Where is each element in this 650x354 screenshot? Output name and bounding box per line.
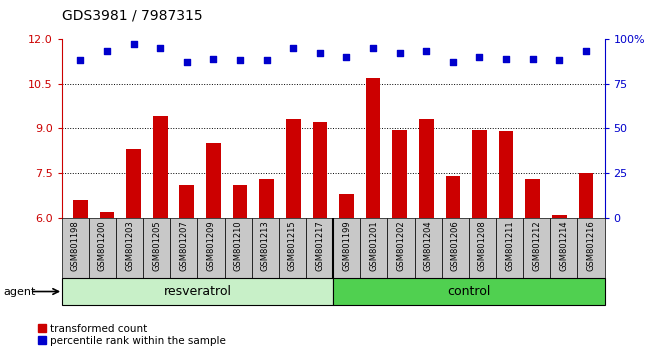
Point bbox=[368, 45, 378, 51]
Bar bbox=[445, 176, 460, 218]
Bar bbox=[89, 218, 116, 278]
Point bbox=[554, 58, 564, 63]
Text: GSM801217: GSM801217 bbox=[315, 221, 324, 272]
Text: GSM801201: GSM801201 bbox=[369, 221, 378, 272]
Bar bbox=[62, 278, 333, 305]
Bar bbox=[496, 218, 523, 278]
Point bbox=[75, 58, 86, 63]
Legend: transformed count, percentile rank within the sample: transformed count, percentile rank withi… bbox=[38, 324, 226, 346]
Point bbox=[315, 50, 325, 56]
Bar bbox=[415, 218, 442, 278]
Bar bbox=[419, 119, 434, 218]
Text: GSM801198: GSM801198 bbox=[71, 221, 80, 272]
Text: GSM801210: GSM801210 bbox=[233, 221, 242, 272]
Text: GSM801200: GSM801200 bbox=[98, 221, 107, 272]
Point bbox=[527, 56, 538, 62]
Bar bbox=[233, 185, 247, 218]
Bar bbox=[206, 143, 221, 218]
Text: GSM801209: GSM801209 bbox=[207, 221, 216, 272]
Bar bbox=[523, 218, 551, 278]
Point bbox=[580, 48, 591, 54]
Bar bbox=[179, 185, 194, 218]
Text: GSM801214: GSM801214 bbox=[559, 221, 568, 272]
Bar bbox=[333, 278, 604, 305]
Point bbox=[129, 41, 139, 47]
Point bbox=[235, 58, 245, 63]
Bar bbox=[339, 194, 354, 218]
Point bbox=[395, 50, 405, 56]
Point bbox=[261, 58, 272, 63]
Bar bbox=[387, 218, 415, 278]
Text: GSM801205: GSM801205 bbox=[152, 221, 161, 272]
Bar bbox=[143, 218, 170, 278]
Bar bbox=[116, 218, 143, 278]
Point bbox=[102, 48, 112, 54]
Text: control: control bbox=[447, 285, 491, 298]
Bar bbox=[198, 218, 225, 278]
Bar bbox=[252, 218, 279, 278]
Bar bbox=[499, 131, 514, 218]
Text: GSM801208: GSM801208 bbox=[478, 221, 487, 272]
Text: GSM801203: GSM801203 bbox=[125, 221, 134, 272]
Bar bbox=[551, 218, 577, 278]
Bar bbox=[366, 78, 380, 218]
Point bbox=[288, 45, 298, 51]
Point bbox=[501, 56, 512, 62]
Bar bbox=[577, 218, 605, 278]
Point bbox=[474, 54, 485, 59]
Text: GSM801202: GSM801202 bbox=[396, 221, 406, 272]
Text: GSM801213: GSM801213 bbox=[261, 221, 270, 272]
Bar bbox=[442, 218, 469, 278]
Bar bbox=[153, 116, 168, 218]
Bar bbox=[525, 179, 540, 218]
Bar bbox=[472, 130, 487, 218]
Bar bbox=[333, 218, 360, 278]
Bar bbox=[259, 179, 274, 218]
Bar bbox=[393, 130, 407, 218]
Point bbox=[341, 54, 352, 59]
Bar bbox=[225, 218, 252, 278]
Bar bbox=[552, 215, 567, 218]
Bar bbox=[306, 218, 333, 278]
Text: agent: agent bbox=[3, 287, 36, 297]
Text: GSM801204: GSM801204 bbox=[424, 221, 433, 272]
Bar bbox=[313, 122, 327, 218]
Bar bbox=[279, 218, 306, 278]
Bar bbox=[126, 149, 141, 218]
Point bbox=[208, 56, 218, 62]
Bar bbox=[62, 218, 89, 278]
Text: GDS3981 / 7987315: GDS3981 / 7987315 bbox=[62, 9, 202, 23]
Bar bbox=[469, 218, 496, 278]
Point bbox=[155, 45, 165, 51]
Point bbox=[448, 59, 458, 65]
Point bbox=[421, 48, 432, 54]
Text: GSM801206: GSM801206 bbox=[450, 221, 460, 272]
Text: resveratrol: resveratrol bbox=[163, 285, 231, 298]
Text: GSM801199: GSM801199 bbox=[342, 221, 351, 272]
Bar bbox=[286, 119, 300, 218]
Bar bbox=[360, 218, 387, 278]
Text: GSM801207: GSM801207 bbox=[179, 221, 188, 272]
Point bbox=[181, 59, 192, 65]
Text: GSM801212: GSM801212 bbox=[532, 221, 541, 272]
Text: GSM801211: GSM801211 bbox=[505, 221, 514, 272]
Bar bbox=[170, 218, 198, 278]
Bar bbox=[73, 200, 88, 218]
Text: GSM801216: GSM801216 bbox=[586, 221, 595, 272]
Text: GSM801215: GSM801215 bbox=[288, 221, 297, 272]
Bar bbox=[99, 212, 114, 218]
Bar bbox=[578, 173, 593, 218]
